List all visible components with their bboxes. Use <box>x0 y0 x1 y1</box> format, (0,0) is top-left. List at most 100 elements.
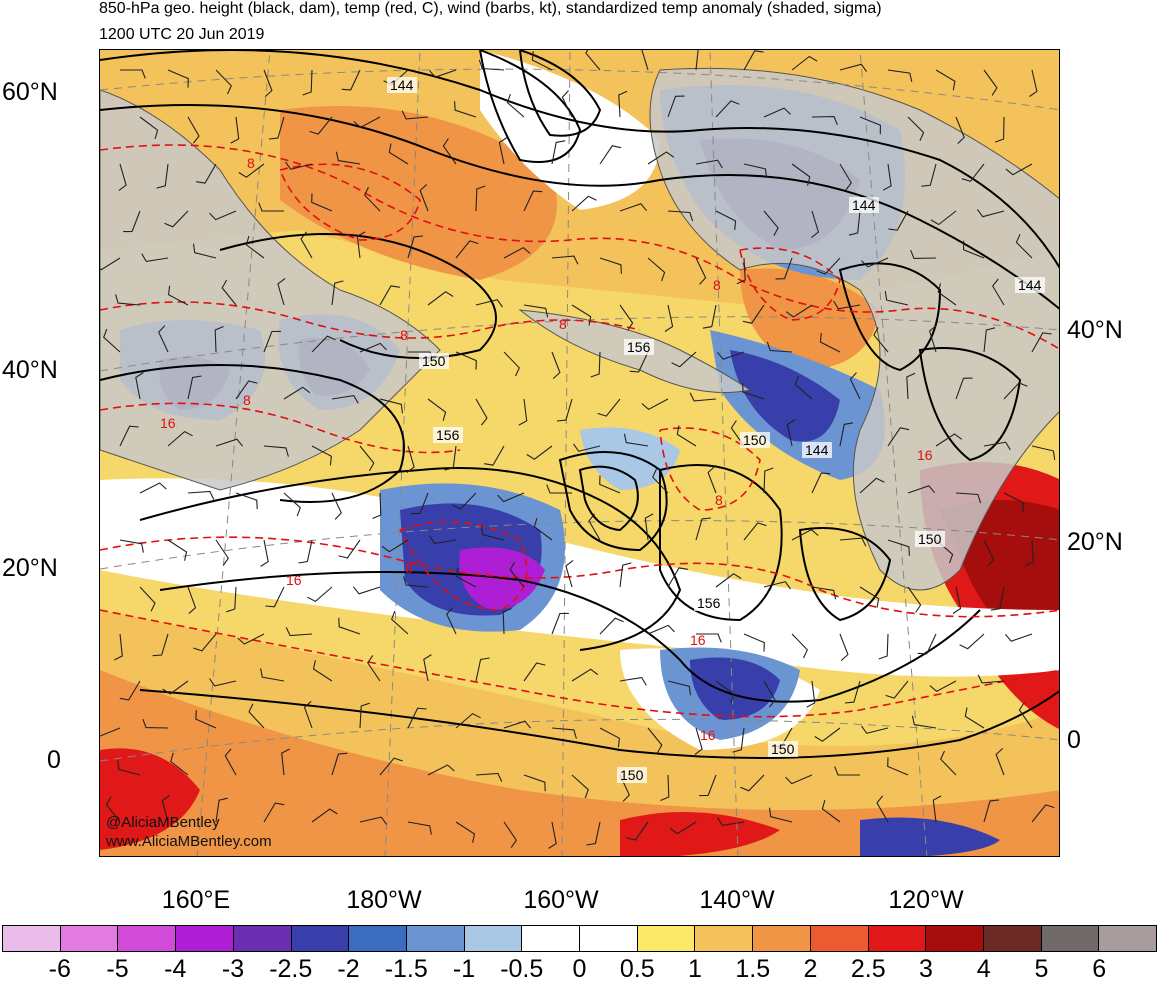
wind-barb <box>523 662 546 682</box>
wind-barb <box>523 304 549 318</box>
wind-barb <box>929 680 957 692</box>
colorbar-tick-label: -0.5 <box>500 955 544 983</box>
wind-barb <box>716 351 745 360</box>
wind-barb <box>619 203 648 212</box>
temperature-contour-label: 8 <box>243 392 251 408</box>
wind-barb <box>502 607 512 635</box>
wind-barb <box>209 210 237 221</box>
temperature-contour-label: 8 <box>559 316 567 332</box>
colorbar-tick-label: 4 <box>976 955 991 983</box>
wind-barb <box>995 747 1005 776</box>
temperature-contour-label: 8 <box>400 327 408 343</box>
colorbar-tick-label: 6 <box>1092 955 1107 983</box>
wind-barb <box>226 586 237 613</box>
colorbar-swatch <box>233 926 292 951</box>
wind-barb <box>597 398 621 417</box>
lon-label-160w: 160°W <box>523 886 599 914</box>
credit-handle: @AliciaMBentley <box>106 814 220 831</box>
colorbar-swatch <box>983 926 1042 951</box>
wind-barb <box>791 529 819 541</box>
wind-barb <box>475 398 488 426</box>
height-label-bg <box>915 531 945 547</box>
wind-barb <box>309 116 333 135</box>
lon-label-140w: 140°W <box>699 886 775 914</box>
wind-barb <box>452 492 477 510</box>
wind-barb <box>403 576 429 588</box>
wind-barb <box>119 680 141 701</box>
wind-barb <box>215 539 229 566</box>
wind-barb <box>859 586 880 608</box>
wind-barb <box>335 151 361 165</box>
wind-barb <box>114 633 123 661</box>
wind-barb <box>379 285 400 306</box>
wind-barb <box>298 539 313 564</box>
wind-barb <box>105 796 121 823</box>
wind-barb <box>814 727 841 742</box>
wind-barb <box>224 748 237 776</box>
wind-barb <box>876 795 889 823</box>
height-label-bg <box>740 432 770 448</box>
wind-barb <box>785 774 813 785</box>
wind-barb <box>407 235 424 259</box>
wind-barb <box>848 210 861 236</box>
wind-barb <box>599 727 620 748</box>
wind-barb <box>647 624 675 635</box>
wind-barb <box>811 116 838 126</box>
wind-barb <box>379 757 403 776</box>
height-label-bg <box>694 595 724 611</box>
wind-barb <box>142 719 169 729</box>
wind-barb <box>119 539 144 553</box>
temperature-contour-label: 16 <box>286 572 302 588</box>
wind-barb <box>667 680 692 696</box>
cold-south-east <box>860 817 1000 856</box>
wind-barb <box>551 255 579 265</box>
temperature-contour-label: 16 <box>690 632 706 648</box>
colorbar-tick-label: -3 <box>221 955 245 983</box>
grid-lon-140w <box>709 50 739 856</box>
wind-barb <box>546 484 572 494</box>
colorbar-swatch <box>176 926 234 951</box>
map-panel: 144 144 144 150 156 156 150 144 156 150 150 150 8 8 8 8… <box>99 49 1060 857</box>
wind-barb <box>743 633 765 652</box>
wind-barb <box>548 821 557 849</box>
temperature-contour-label: 16 <box>160 415 176 431</box>
height-contour-label: 150 <box>743 432 767 448</box>
height-contour <box>159 571 981 703</box>
colorbar-tick-label: 2 <box>803 955 818 983</box>
height-label-bg <box>617 767 647 783</box>
wind-barb <box>930 210 957 226</box>
wind-barb <box>619 562 632 588</box>
temperature-contour <box>100 402 461 454</box>
wind-barb <box>359 816 387 825</box>
wind-barb <box>571 195 597 212</box>
wind-barb <box>331 492 342 520</box>
wind-barb <box>158 325 169 353</box>
wind-barb <box>187 375 202 400</box>
wind-barb <box>626 821 649 841</box>
temperature-contour <box>279 163 421 241</box>
height-label-bg <box>849 197 879 213</box>
wind-barb <box>959 633 985 650</box>
lon-label-120w: 120°W <box>888 886 964 914</box>
wind-barb <box>623 433 649 447</box>
wind-barb <box>118 163 127 192</box>
wind-barb <box>730 420 745 447</box>
wind-barb <box>237 633 265 645</box>
temperature-contour-label: 8 <box>715 492 723 508</box>
colorbar-tick-label: 2.5 <box>850 955 886 983</box>
wind-barb <box>119 425 139 447</box>
wind-barb <box>887 757 909 776</box>
wind-barb <box>669 821 697 835</box>
wind-barb <box>952 586 962 614</box>
height-contour <box>100 104 1059 310</box>
height-contour <box>219 233 497 359</box>
wind-barb <box>311 335 336 353</box>
wind-barb <box>311 445 332 466</box>
height-contour <box>100 50 1059 269</box>
lat-label-0-left: 0 <box>47 746 61 774</box>
warm-tropics-core <box>100 670 1059 856</box>
lat-label-20n-right: 20°N <box>1067 528 1123 556</box>
wind-barb <box>833 300 861 310</box>
wind-barb <box>187 586 197 615</box>
wind-barb <box>1031 332 1052 353</box>
